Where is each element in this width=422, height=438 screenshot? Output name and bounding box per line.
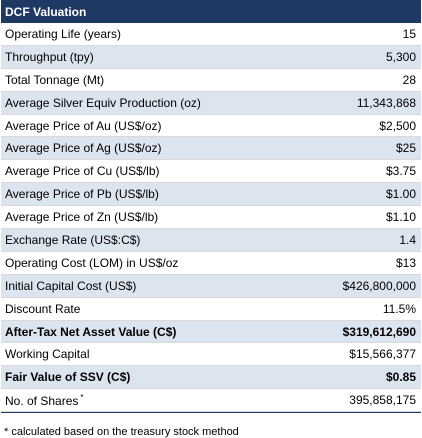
row-label: Exchange Rate (US$:C$): [5, 233, 140, 247]
table-row: Initial Capital Cost (US$) $426,800,000: [1, 274, 421, 298]
row-label-text: Operating Cost (LOM) in US$/oz: [5, 255, 179, 270]
row-label-text: Fair Value of SSV (C$): [5, 370, 131, 385]
row-value: $15,566,377: [349, 347, 416, 362]
row-label-text: Average Price of Cu (US$/lb): [5, 164, 160, 179]
row-value: 11,343,868: [356, 95, 416, 110]
row-value: $319,612,690: [342, 324, 416, 339]
row-label: Discount Rate: [5, 302, 80, 316]
row-label: Average Price of Zn (US$/lb): [5, 210, 158, 224]
table-row: Total Tonnage (Mt) 28: [1, 69, 421, 92]
table-title: DCF Valuation: [1, 0, 421, 23]
row-label-text: Exchange Rate (US$:C$): [5, 232, 141, 247]
row-label-text: Average Price of Au (US$/oz): [5, 118, 162, 133]
row-label-text: Average Price of Ag (US$/oz): [5, 141, 162, 156]
table-row: Operating Life (years) 15: [1, 23, 421, 46]
row-value: $2,500: [379, 118, 416, 133]
row-label-text: Working Capital: [5, 347, 90, 362]
row-value: $1.00: [385, 187, 416, 202]
row-label: Working Capital: [5, 347, 89, 361]
row-label-text: No. of Shares: [5, 393, 79, 408]
table-row: Average Price of Au (US$/oz) $2,500: [1, 115, 421, 138]
row-label-text: After-Tax Net Asset Value (C$): [5, 324, 177, 339]
row-value: 5,300: [385, 49, 416, 64]
row-label: Throughput (tpy): [5, 50, 94, 64]
row-value: $426,800,000: [342, 278, 416, 293]
table-row: Discount Rate 11.5%: [1, 298, 421, 321]
row-label-text: Average Silver Equiv Production (oz): [5, 95, 201, 110]
row-value: $0.85: [385, 370, 416, 385]
table-row: Average Price of Ag (US$/oz) $25: [1, 137, 421, 161]
row-value: $25: [395, 141, 416, 156]
table-row: Throughput (tpy) 5,300: [1, 45, 421, 69]
row-value: 28: [402, 72, 416, 87]
table-row: Average Silver Equiv Production (oz) 11,3…: [1, 91, 421, 115]
row-label: Average Price of Ag (US$/oz): [5, 141, 162, 155]
row-value: 1.4: [399, 232, 416, 247]
table-row: Exchange Rate (US$:C$) 1.4: [1, 229, 421, 252]
row-label: Average Price of Cu (US$/lb): [5, 164, 160, 178]
table-row: Average Price of Pb (US$/lb) $1.00: [1, 183, 421, 207]
table-row: Average Price of Zn (US$/lb) $1.10: [1, 206, 421, 230]
row-label-text: Average Price of Zn (US$/lb): [5, 210, 159, 225]
row-label-text: Discount Rate: [5, 301, 81, 316]
row-label: After-Tax Net Asset Value (C$): [5, 325, 176, 339]
row-label: Initial Capital Cost (US$): [5, 279, 136, 293]
row-label: Average Price of Pb (US$/lb): [5, 187, 159, 201]
footnote: * calculated based on the treasury stock…: [4, 426, 239, 438]
table-row: Working Capital $15,566,377: [1, 343, 421, 367]
row-value: 11.5%: [382, 301, 416, 316]
row-label-text: Operating Life (years): [5, 26, 122, 41]
row-label-text: Total Tonnage (Mt): [5, 72, 105, 87]
row-label-text: Average Price of Pb (US$/lb): [5, 187, 159, 202]
row-label: Fair Value of SSV (C$): [5, 370, 130, 384]
row-label: Average Silver Equiv Production (oz): [5, 96, 201, 110]
table-row: No. of Shares * 395,858,175: [1, 389, 421, 413]
row-value: 15: [402, 26, 416, 41]
table-row: Fair Value of SSV (C$) $0.85: [1, 366, 421, 390]
row-value: 395,858,175: [349, 393, 416, 408]
row-label: No. of Shares *: [5, 393, 84, 408]
dcf-valuation-table: DCF Valuation Operating Life (years) 15 Th…: [1, 0, 421, 414]
row-label: Total Tonnage (Mt): [5, 73, 104, 87]
row-label-text: Throughput (tpy): [5, 49, 94, 64]
row-label: Average Price of Au (US$/oz): [5, 119, 162, 133]
table-bottom-rule: [1, 412, 421, 414]
row-label: Operating Cost (LOM) in US$/oz: [5, 256, 178, 270]
table-body: Operating Life (years) 15 Throughput (tpy)…: [1, 23, 421, 413]
footnote-marker: *: [80, 392, 84, 402]
row-label-text: Initial Capital Cost (US$): [5, 278, 137, 293]
table-row: After-Tax Net Asset Value (C$) $319,612,6…: [1, 320, 421, 344]
table-row: Operating Cost (LOM) in US$/oz $13: [1, 252, 421, 275]
row-label: Operating Life (years): [5, 27, 121, 41]
row-value: $3.75: [385, 164, 416, 179]
row-value: $13: [395, 255, 416, 270]
table-row: Average Price of Cu (US$/lb) $3.75: [1, 160, 421, 184]
row-value: $1.10: [385, 210, 416, 225]
